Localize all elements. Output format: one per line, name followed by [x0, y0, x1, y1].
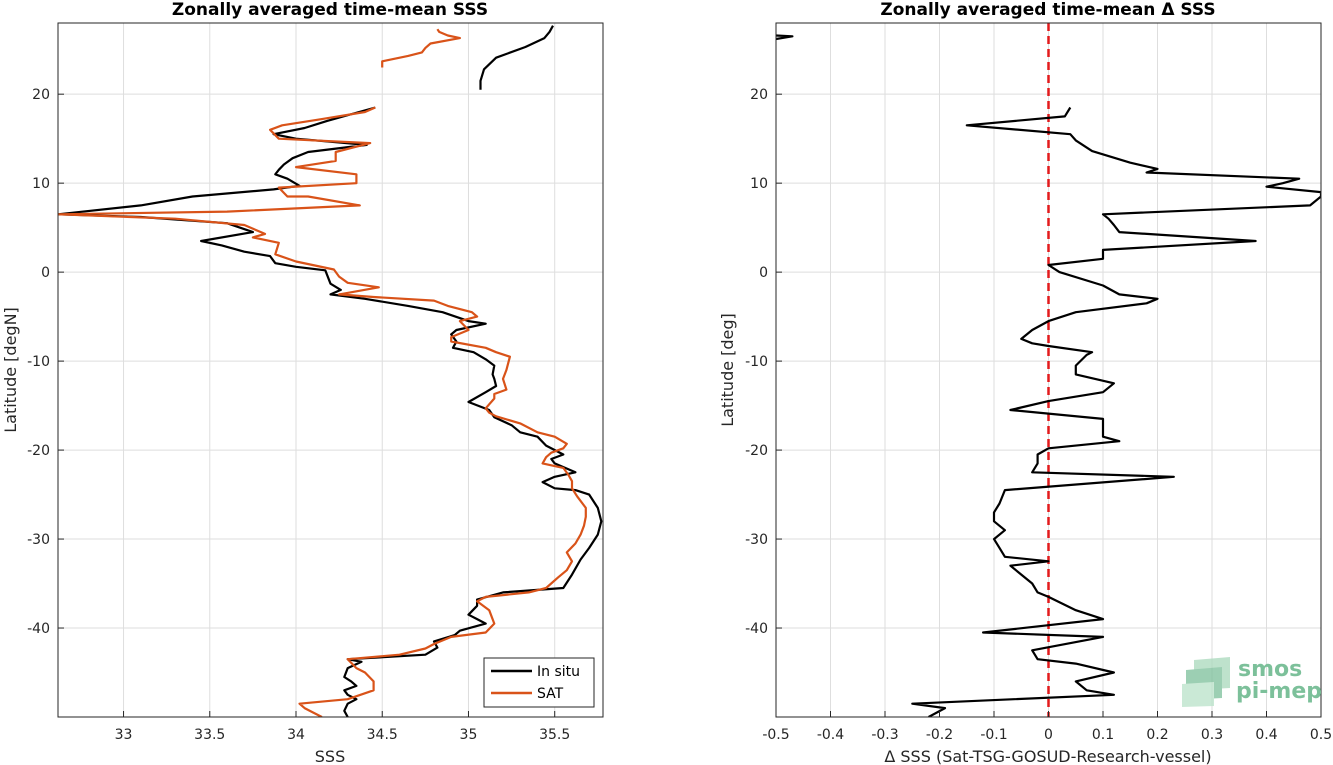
legend-box: [483, 657, 595, 708]
right-chart-title: Zonally averaged time-mean Δ SSS: [880, 0, 1215, 20]
right-x-tick-label: -0.1: [980, 727, 1007, 743]
left-x-tick-label: 35: [460, 727, 478, 743]
left-series: [58, 25, 603, 717]
left-y-tick-label: 10: [32, 176, 50, 192]
right-x-tick-label: 0.4: [1255, 727, 1277, 743]
right-y-tick-label: -10: [745, 354, 768, 370]
left-y-tick-label: -30: [27, 532, 50, 548]
logo-mark-icon: [1182, 657, 1230, 707]
right-x-tick-label: 0.1: [1092, 727, 1114, 743]
logo-text-line2: pi-mep: [1236, 679, 1322, 704]
right-x-tick-label: 0: [1044, 727, 1053, 743]
right-x-axis-label: Δ SSS (Sat-TSG-GOSUD-Research-vessel): [884, 747, 1211, 765]
right-x-tick-label: 0.2: [1146, 727, 1168, 743]
right-x-tick-label: -0.3: [871, 727, 898, 743]
left-series-line-sat: [381, 28, 461, 68]
legend-sat-label: SAT: [537, 686, 564, 702]
legend-insitu-label: In situ: [537, 664, 580, 680]
right-x-tick-label: -0.4: [817, 727, 844, 743]
left-x-tick-label: 33: [115, 727, 133, 743]
right-series-line-series-0: [776, 34, 794, 41]
left-y-tick-label: -20: [27, 443, 50, 459]
right-y-tick-label: 10: [750, 176, 768, 192]
right-y-tick-label: -20: [745, 443, 768, 459]
right-x-tick-label: -0.5: [762, 727, 789, 743]
left-y-tick-label: -40: [27, 621, 50, 637]
right-ticks: -0.5 -0.4 -0.3 -0.2 -0.1 0 0.1 0.2 0.3 0.4 0.5 20 10…: [745, 87, 1332, 743]
left-x-tick-label: 33.5: [194, 727, 225, 743]
left-y-tick-label: -10: [27, 354, 50, 370]
right-y-tick-label: 20: [750, 87, 768, 103]
left-series-line-in-situ: [58, 106, 603, 717]
smos-pimep-logo: smos pi-mep: [1182, 657, 1322, 707]
right-y-axis-label: Latitude [deg]: [718, 313, 737, 427]
left-y-tick-label: 0: [41, 265, 50, 281]
left-ticks: 33 33.5 34 34.5 35 35.5 20 10 0 -10 -20 -30 -40: [27, 87, 570, 743]
left-plot-area: [58, 23, 603, 717]
legend: In situ SAT: [483, 657, 595, 708]
left-x-axis-label: SSS: [315, 747, 345, 765]
left-series-line-in-situ: [479, 25, 554, 90]
right-series-line-series-0: [911, 106, 1321, 717]
right-panel-delta-sss: -0.5 -0.4 -0.3 -0.2 -0.1 0 0.1 0.2 0.3 0.4 0.5 20 10…: [718, 0, 1332, 765]
left-panel-sss: 33 33.5 34 34.5 35 35.5 20 10 0 -10 -20 -30 -40 Zona…: [1, 0, 604, 765]
left-axes-box: [57, 22, 604, 718]
logo-text-line1: smos: [1238, 657, 1302, 682]
right-x-tick-label: 0.5: [1310, 727, 1332, 743]
right-y-tick-label: 0: [759, 265, 768, 281]
left-x-tick-label: 34.5: [367, 727, 398, 743]
right-x-tick-label: 0.3: [1201, 727, 1223, 743]
left-x-tick-label: 35.5: [539, 727, 570, 743]
right-y-tick-label: -30: [745, 532, 768, 548]
left-x-tick-label: 34: [287, 727, 305, 743]
right-y-tick-label: -40: [745, 621, 768, 637]
right-series: [776, 34, 1321, 717]
left-y-axis-label: Latitude [degN]: [1, 307, 20, 433]
right-x-tick-label: -0.2: [926, 727, 953, 743]
left-series-line-sat: [58, 106, 587, 717]
left-chart-title: Zonally averaged time-mean SSS: [172, 0, 488, 20]
left-y-tick-label: 20: [32, 87, 50, 103]
